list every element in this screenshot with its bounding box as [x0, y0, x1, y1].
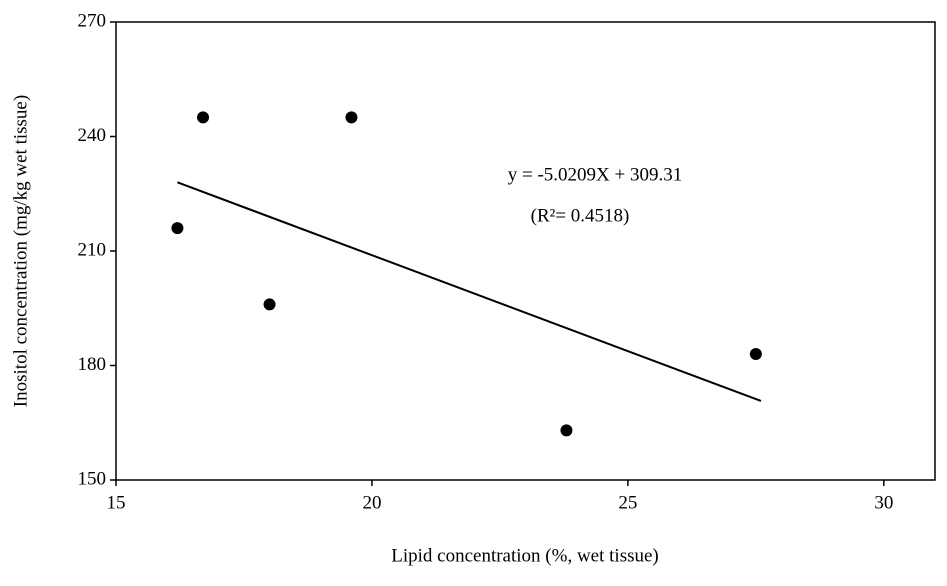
equation: y = -5.0209X + 309.31: [508, 164, 682, 185]
point: [560, 424, 573, 437]
x-axis-label: Lipid concentration (%, wet tissue): [391, 545, 659, 566]
trendline: [177, 181, 762, 402]
y-tick-label: 210: [78, 239, 107, 260]
x-tick-label: 30: [874, 492, 893, 513]
y-tick-label: 240: [78, 125, 107, 146]
y-tick-label: 270: [78, 10, 107, 31]
plot-frame: [115, 21, 936, 481]
y-axis-label: Inositol concentration (mg/kg wet tissue…: [10, 95, 31, 407]
point: [345, 111, 358, 124]
x-tick-label: 15: [107, 492, 126, 513]
y-tick-label: 180: [78, 354, 107, 375]
point: [263, 298, 276, 311]
x-tick-label: 25: [618, 492, 637, 513]
point: [749, 348, 762, 361]
x-tick-label: 20: [362, 492, 381, 513]
point: [197, 111, 210, 124]
point: [171, 222, 184, 235]
r-squared: (R²= 0.4518): [531, 205, 630, 226]
y-tick-label: 150: [78, 468, 107, 489]
